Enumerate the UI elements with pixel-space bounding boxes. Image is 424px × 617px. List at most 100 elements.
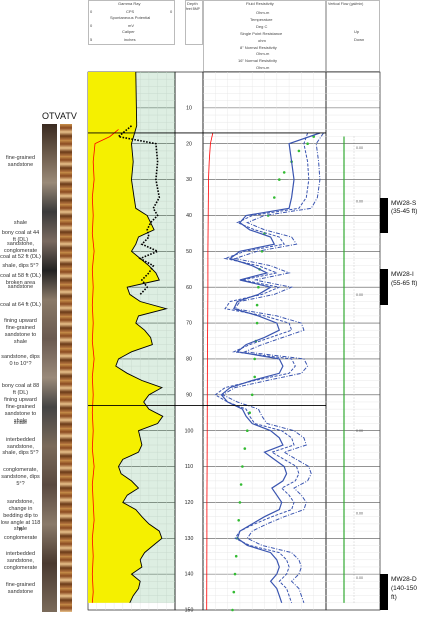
lithology-label: bony coal at 44 ft (DL) xyxy=(1,230,40,244)
gamma-title: Gamma Ray xyxy=(118,1,141,6)
lithology-label: fine-grained sandstone xyxy=(5,581,36,595)
well-screen-bar xyxy=(380,269,388,306)
well-interval: (35-45 ft) xyxy=(391,208,418,216)
well-screen-bar xyxy=(380,574,388,610)
fluid-sub-7: 16" Normal Resistivity xyxy=(238,58,277,63)
depth-title: Depth xyxy=(187,1,198,6)
flow-value-label: 0.00 xyxy=(356,576,363,580)
temperature-point xyxy=(253,357,256,361)
depth-tick-label: 120 xyxy=(185,500,194,506)
well-interval: (140-150 ft) xyxy=(391,584,418,601)
temperature-point xyxy=(239,483,243,486)
well-name: MW28-D xyxy=(391,576,417,584)
depth-tick-label: 140 xyxy=(185,572,194,578)
temperature-point xyxy=(255,321,259,325)
depth-header xyxy=(185,0,203,45)
temperature-point xyxy=(278,178,281,181)
lithology-label: coal at 52 ft (DL) xyxy=(0,253,41,260)
temperature-point xyxy=(233,572,237,576)
lithology-label: shale xyxy=(13,219,28,226)
normal-8-line xyxy=(214,132,310,603)
depth-tick-label: 110 xyxy=(185,464,193,470)
sp-title: Spontaneous Potential xyxy=(110,15,151,20)
vflow-title: Vertical Flow (gal/min) xyxy=(328,2,364,6)
temperature-point xyxy=(246,429,249,433)
temperature-point xyxy=(232,590,236,594)
spr-line xyxy=(220,132,321,603)
temperature-point xyxy=(306,142,309,145)
temperature-point xyxy=(297,149,301,153)
vflow-down-label: Down xyxy=(354,37,365,42)
fluid-title: Fluid Resistivity xyxy=(246,1,274,6)
flow-value-label: 0.00 xyxy=(356,146,363,150)
lithology-label: coal at 58 ft (DL) broken area xyxy=(0,273,41,287)
flow-value-label: 0.00 xyxy=(356,512,363,516)
lithology-label: shale xyxy=(13,526,28,533)
lithology-label: fining upward fine-grained sandstone to … xyxy=(4,397,37,424)
fluid-sub-2: Deg C xyxy=(256,24,268,29)
normal-16-line xyxy=(221,132,324,603)
temperature-point xyxy=(237,519,240,522)
fluid-sub-5: 8" Normal Resistivity xyxy=(240,45,277,50)
temperature-point xyxy=(273,196,276,199)
depth-tick-label: 30 xyxy=(186,177,192,183)
flow-value-label: 0.00 xyxy=(356,200,363,204)
flow-value-label: 0.00 xyxy=(356,429,363,433)
depth-tick-label: 20 xyxy=(186,141,192,147)
depth-tick-label: 60 xyxy=(186,285,192,291)
lithology-label: shale xyxy=(13,420,28,427)
temperature-point xyxy=(253,375,256,379)
fluid-sub-0: Ohm-m xyxy=(256,10,270,15)
depth-tick-label: 90 xyxy=(186,392,192,398)
gamma-shale-fill xyxy=(115,72,175,603)
sp-range-1: mV xyxy=(128,23,134,28)
lithology-label: interbedded sandstone, conglomerate xyxy=(3,551,38,572)
depth-track-frame xyxy=(174,71,204,611)
depth-tick-label: 130 xyxy=(185,536,194,542)
depth-tick-label: 100 xyxy=(185,428,194,434)
temperature-point xyxy=(231,608,234,612)
gamma-range-1: CPS xyxy=(126,9,135,14)
fluid-sub-4: ohm xyxy=(258,38,266,43)
depth-tick-label: 150 xyxy=(185,608,194,614)
gamma-range-2: 0 xyxy=(170,9,173,14)
temperature-point xyxy=(243,447,247,450)
temperature-point xyxy=(238,501,242,504)
otv-label: OTV xyxy=(42,111,61,121)
caliper-line xyxy=(91,129,119,603)
lithology-label: bony coal at 88 ft (DL) xyxy=(1,382,40,396)
depth-tick-label: 70 xyxy=(186,321,192,327)
lithology-label: shale, dips 5°? xyxy=(2,262,39,269)
temperature-point xyxy=(248,411,251,415)
temperature-point xyxy=(250,393,254,397)
depth-tick-label: 50 xyxy=(186,249,192,255)
lithology-label: conglomerate xyxy=(3,535,38,542)
well-name: MW28-I xyxy=(391,271,414,279)
fluid-resistivity-line xyxy=(206,132,214,611)
caliper-range-1: inches xyxy=(124,37,136,42)
lithology-label: coal at 64 ft (DL) xyxy=(0,302,41,309)
temperature-point xyxy=(282,171,286,174)
lithology-label: fining upward fine-grained sandstone to … xyxy=(4,318,37,345)
temperature-point xyxy=(241,465,244,468)
well-label: MW28-I (55-65 ft) xyxy=(391,271,417,289)
flow-track-frame xyxy=(325,71,381,611)
depth-tick-label: 40 xyxy=(186,213,192,219)
gamma-header xyxy=(88,0,175,45)
lithology-label: conglomerate, sandstone, dips 5°? xyxy=(1,467,40,487)
sp-line xyxy=(116,125,161,295)
gamma-range-0: 0 xyxy=(90,9,93,14)
depth-unit: feet BMP xyxy=(186,7,200,11)
temperature-point xyxy=(257,285,260,289)
fluid-sub-6: Ohm-m xyxy=(256,51,270,56)
temperature-point xyxy=(255,303,259,307)
caliper-title: Caliper xyxy=(122,29,135,34)
fluid-sub-1: Temperature xyxy=(250,17,273,22)
gamma-fill xyxy=(88,72,167,603)
atv-image-track xyxy=(60,124,72,612)
depth-tick-label: 80 xyxy=(186,357,192,363)
well-screen-bar xyxy=(380,197,388,234)
lithology-label: interbedded sandstone, shale, dips 5°? xyxy=(2,436,39,457)
temperature-point xyxy=(234,554,238,558)
